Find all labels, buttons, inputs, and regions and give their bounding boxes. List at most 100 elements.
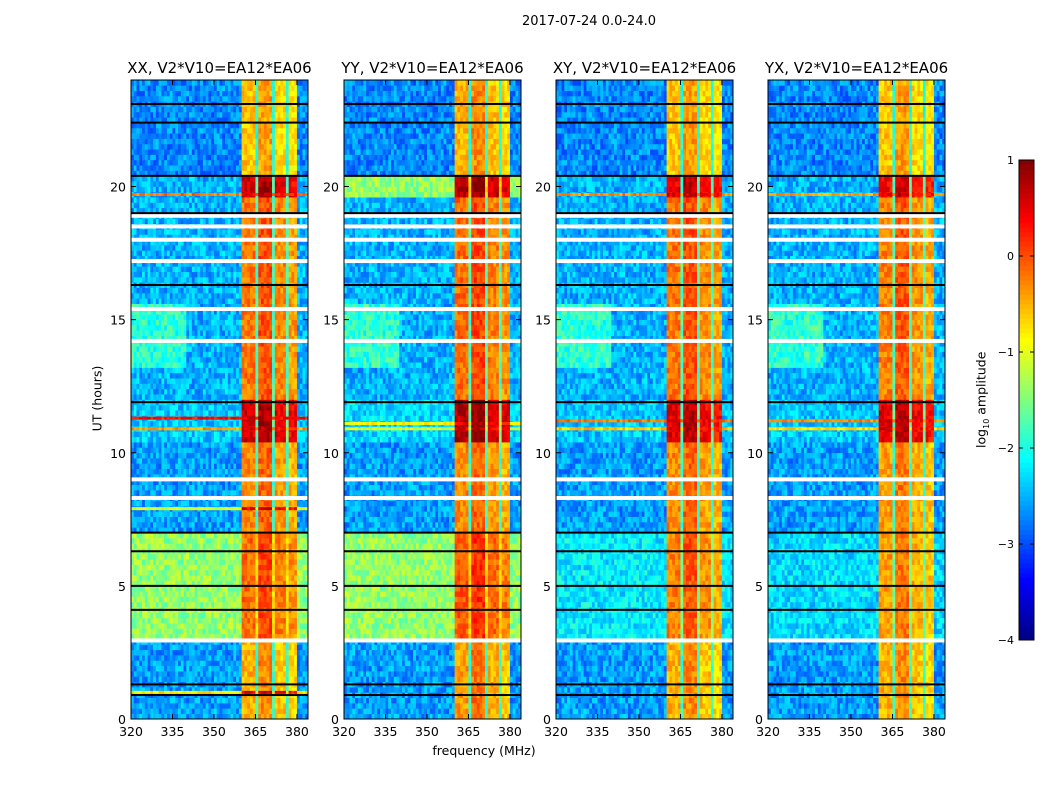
heatmap-cell [289, 522, 292, 528]
heatmap-cell [283, 644, 286, 650]
heatmap-cell [272, 453, 275, 459]
heatmap-cell [297, 565, 300, 571]
heatmap-cell [269, 469, 272, 475]
heatmap-cell [286, 389, 289, 395]
heatmap-cell [156, 346, 159, 352]
heatmap-cell [283, 447, 286, 453]
heatmap-cell [300, 575, 303, 581]
heatmap-cell [139, 357, 142, 363]
heatmap-cell [233, 325, 236, 331]
heatmap-cell [139, 368, 142, 374]
heatmap-cell [236, 522, 239, 528]
heatmap-cell [139, 421, 142, 427]
heatmap-cell [261, 666, 264, 672]
heatmap-cell [253, 671, 256, 677]
heatmap-cell [225, 485, 228, 491]
heatmap-cell [220, 501, 223, 507]
heatmap-cell [291, 628, 294, 634]
heatmap-cell [236, 613, 239, 619]
heatmap-cell [291, 708, 294, 714]
heatmap-cell [233, 469, 236, 475]
heatmap-cell [239, 431, 242, 437]
heatmap-cell [250, 421, 253, 427]
heatmap-cell [164, 405, 167, 411]
heatmap-cell [286, 660, 289, 666]
heatmap-cell [242, 405, 245, 411]
heatmap-cell [220, 421, 223, 427]
heatmap-cell [175, 655, 178, 661]
heatmap-cell [220, 597, 223, 603]
heatmap-cell [286, 703, 289, 709]
heatmap-cell [258, 660, 261, 666]
heatmap-cell [217, 352, 220, 358]
heatmap-cell [167, 543, 170, 549]
heatmap-cell [269, 660, 272, 666]
heatmap-cell [137, 453, 140, 459]
heatmap-cell [247, 650, 250, 656]
heatmap-cell [192, 442, 195, 448]
heatmap-cell [236, 655, 239, 661]
heatmap-cell [197, 384, 200, 390]
heatmap-cell [153, 623, 156, 629]
heatmap-cell [220, 666, 223, 672]
heatmap-cell [300, 522, 303, 528]
heatmap-cell [264, 714, 267, 720]
heatmap-cell [189, 378, 192, 384]
heatmap-cell [267, 597, 270, 603]
heatmap-cell [192, 660, 195, 666]
heatmap-cell [200, 554, 203, 560]
heatmap-cell [242, 559, 245, 565]
heatmap-cell [228, 405, 231, 411]
heatmap-cell [275, 453, 278, 459]
heatmap-cell [297, 346, 300, 352]
heatmap-cell [280, 703, 283, 709]
heatmap-cell [197, 394, 200, 400]
heatmap-cell [269, 405, 272, 411]
heatmap-cell [172, 538, 175, 544]
heatmap-cell [161, 554, 164, 560]
heatmap-cell [225, 453, 228, 459]
heatmap-cell [189, 447, 192, 453]
heatmap-cell [300, 501, 303, 507]
heatmap-cell [233, 655, 236, 661]
heatmap-cell [208, 650, 211, 656]
heatmap-cell [225, 676, 228, 682]
heatmap-cell [283, 517, 286, 523]
heatmap-cell [139, 671, 142, 677]
heatmap-cell [208, 410, 211, 416]
heatmap-cell [211, 708, 214, 714]
heatmap-cell [269, 623, 272, 629]
heatmap-cell [300, 447, 303, 453]
heatmap-cell [291, 368, 294, 374]
heatmap-cell [220, 602, 223, 608]
heatmap-cell [214, 437, 217, 443]
heatmap-cell [200, 463, 203, 469]
heatmap-cell [156, 511, 159, 517]
heatmap-cell [211, 389, 214, 395]
heatmap-cell [244, 554, 247, 560]
heatmap-cell [286, 352, 289, 358]
heatmap-cell [278, 714, 281, 720]
heatmap-cell [145, 660, 148, 666]
heatmap-cell [220, 384, 223, 390]
heatmap-cell [280, 714, 283, 720]
heatmap-cell [253, 405, 256, 411]
heatmap-cell [159, 655, 162, 661]
heatmap-cell [275, 469, 278, 475]
heatmap-cell [145, 628, 148, 634]
heatmap-cell [244, 644, 247, 650]
heatmap-cell [272, 655, 275, 661]
heatmap-cell [280, 346, 283, 352]
heatmap-cell [286, 378, 289, 384]
heatmap-cell [214, 447, 217, 453]
heatmap-cell [189, 628, 192, 634]
heatmap-cell [148, 591, 151, 597]
heatmap-cell [189, 602, 192, 608]
heatmap-cell [231, 597, 234, 603]
heatmap-cell [297, 384, 300, 390]
heatmap-cell [242, 431, 245, 437]
heatmap-cell [258, 410, 261, 416]
heatmap-cell [148, 421, 151, 427]
heatmap-cell [264, 368, 267, 374]
heatmap-cell [184, 421, 187, 427]
